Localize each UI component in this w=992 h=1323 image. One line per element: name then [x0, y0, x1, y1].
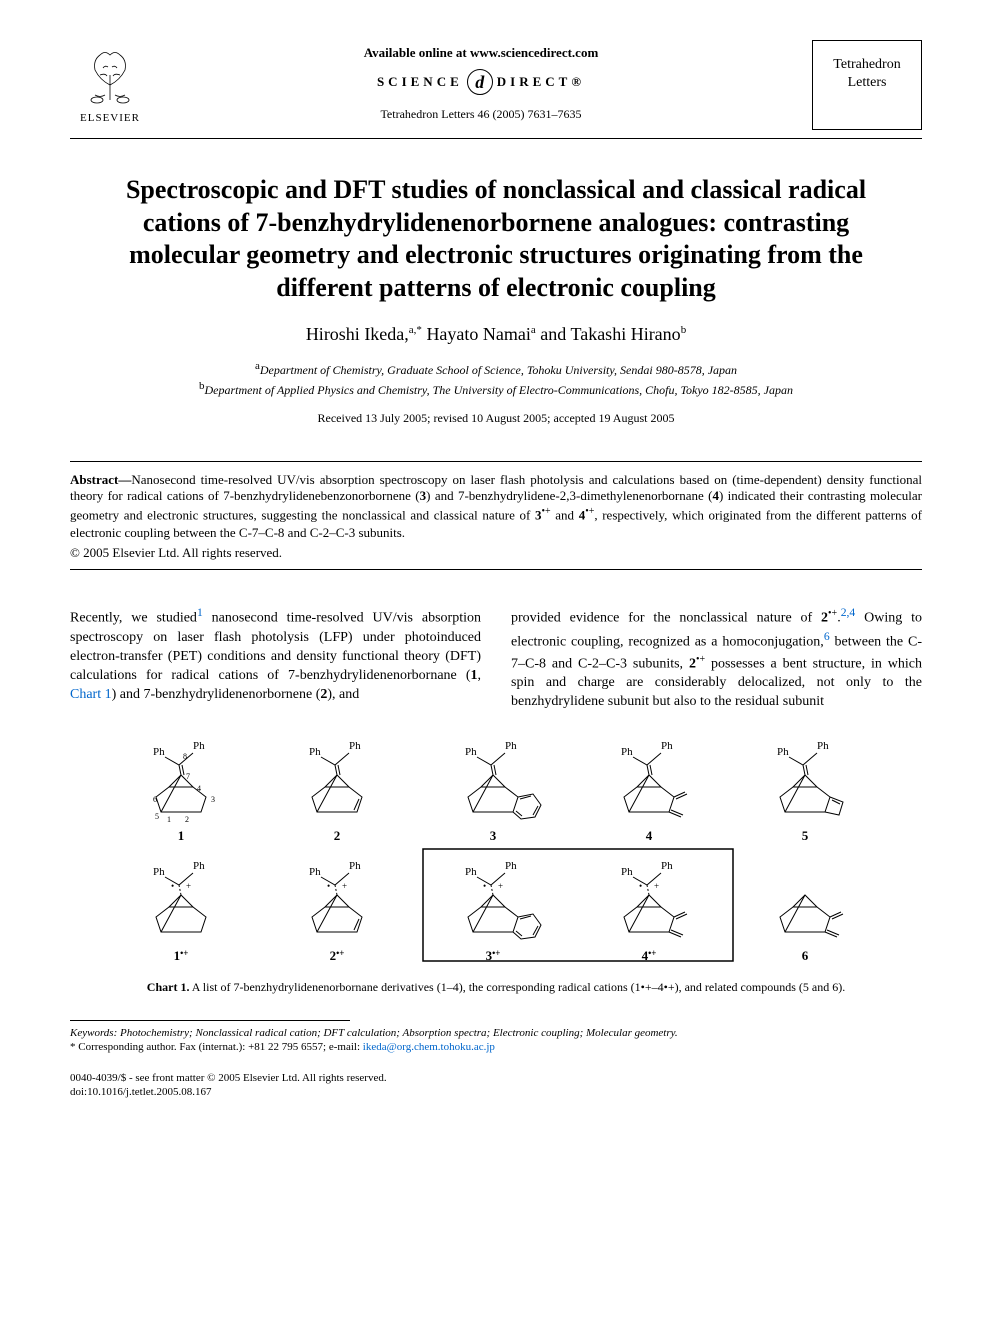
footer-info: 0040-4039/$ - see front matter © 2005 El… — [70, 1071, 922, 1100]
header-row: ELSEVIER Available online at www.science… — [70, 40, 922, 130]
svg-text:Ph: Ph — [193, 740, 205, 752]
chart-1: PhPh 876543121PhPh 2PhPh 3PhPh 4PhPh 5Ph… — [70, 727, 922, 995]
email-link[interactable]: ikeda@org.chem.tohoku.ac.jp — [363, 1041, 495, 1053]
abstract-rule-bot — [70, 569, 922, 570]
body-columns: Recently, we studied1 nanosecond time-re… — [70, 605, 922, 711]
journal-name: Tetrahedron Letters — [833, 56, 900, 92]
ref-2-4[interactable]: 2,4 — [841, 606, 856, 619]
svg-text:Ph: Ph — [153, 866, 165, 878]
abstract: Abstract—Nanosecond time-resolved UV/vis… — [70, 472, 922, 542]
sciencedirect-logo: SCIENCE d DIRECT® — [377, 69, 585, 95]
svg-text:5: 5 — [802, 828, 809, 843]
citation: Tetrahedron Letters 46 (2005) 7631–7635 — [380, 107, 581, 122]
keywords: Keywords: Photochemistry; Nonclassical r… — [70, 1027, 922, 1039]
svg-text:8: 8 — [183, 752, 187, 761]
svg-text:Ph: Ph — [661, 860, 673, 872]
svg-text:3: 3 — [490, 828, 497, 843]
svg-text:Ph: Ph — [661, 740, 673, 752]
svg-text:4: 4 — [197, 784, 201, 793]
svg-text:Ph: Ph — [817, 740, 829, 752]
abstract-label: Abstract— — [70, 472, 131, 487]
svg-text:Ph: Ph — [777, 746, 789, 758]
sd-at-icon: d — [467, 69, 493, 95]
svg-text:+: + — [342, 881, 347, 891]
chart-ref[interactable]: Chart 1 — [70, 687, 112, 702]
available-online-text: Available online at www.sciencedirect.co… — [364, 45, 599, 61]
publisher-name: ELSEVIER — [80, 112, 140, 124]
chart-1-caption: Chart 1. A list of 7-benzhydrylidenenorb… — [147, 980, 845, 995]
svg-text:7: 7 — [186, 772, 190, 781]
svg-text:•: • — [483, 881, 486, 891]
svg-text:1: 1 — [167, 815, 171, 824]
svg-text:+: + — [186, 881, 191, 891]
elsevier-logo: ELSEVIER — [70, 40, 150, 130]
svg-text:•: • — [327, 881, 330, 891]
body-col-left: Recently, we studied1 nanosecond time-re… — [70, 605, 481, 711]
sd-text-1: SCIENCE — [377, 74, 463, 90]
svg-text:Ph: Ph — [465, 746, 477, 758]
svg-text:5: 5 — [155, 812, 159, 821]
svg-text:Ph: Ph — [309, 866, 321, 878]
doi-line: doi:10.1016/j.tetlet.2005.08.167 — [70, 1085, 922, 1099]
affiliations: aDepartment of Chemistry, Graduate Schoo… — [70, 359, 922, 399]
svg-text:Ph: Ph — [505, 740, 517, 752]
header-rule — [70, 138, 922, 139]
svg-text:2: 2 — [185, 815, 189, 824]
dates: Received 13 July 2005; revised 10 August… — [70, 411, 922, 426]
svg-text:•: • — [171, 881, 174, 891]
svg-text:Ph: Ph — [349, 860, 361, 872]
svg-text:+: + — [654, 881, 659, 891]
svg-text:Ph: Ph — [309, 746, 321, 758]
svg-text:Ph: Ph — [465, 866, 477, 878]
svg-text:Ph: Ph — [505, 860, 517, 872]
svg-text:Ph: Ph — [349, 740, 361, 752]
svg-text:6: 6 — [153, 795, 157, 804]
svg-text:Ph: Ph — [193, 860, 205, 872]
svg-text:Ph: Ph — [621, 866, 633, 878]
authors: Hiroshi Ikeda,a,* Hayato Namaia and Taka… — [70, 324, 922, 345]
abstract-copyright: © 2005 Elsevier Ltd. All rights reserved… — [70, 545, 922, 561]
svg-text:4: 4 — [646, 828, 653, 843]
svg-text:3: 3 — [211, 795, 215, 804]
affiliation-b: Department of Applied Physics and Chemis… — [205, 383, 794, 397]
svg-text:Ph: Ph — [153, 746, 165, 758]
chart-1-svg: PhPh 876543121PhPh 2PhPh 3PhPh 4PhPh 5Ph… — [106, 727, 886, 972]
abstract-rule-top — [70, 461, 922, 462]
header-center: Available online at www.sciencedirect.co… — [150, 40, 812, 122]
issn-line: 0040-4039/$ - see front matter © 2005 El… — [70, 1071, 922, 1085]
svg-text:Ph: Ph — [621, 746, 633, 758]
article-title: Spectroscopic and DFT studies of nonclas… — [70, 174, 922, 304]
svg-text:2: 2 — [334, 828, 341, 843]
footer-rule — [70, 1020, 350, 1021]
elsevier-tree-icon — [75, 40, 145, 110]
journal-box: Tetrahedron Letters — [812, 40, 922, 130]
svg-text:1: 1 — [178, 828, 185, 843]
affiliation-a: Department of Chemistry, Graduate School… — [260, 363, 737, 377]
author-2: Hayato Namai — [426, 324, 530, 344]
svg-text:6: 6 — [802, 948, 809, 963]
svg-text:+: + — [498, 881, 503, 891]
body-col-right: provided evidence for the nonclassical n… — [511, 605, 922, 711]
author-3: Takashi Hirano — [570, 324, 680, 344]
author-1: Hiroshi Ikeda, — [306, 324, 409, 344]
svg-text:1•+: 1•+ — [174, 948, 189, 963]
svg-text:2•+: 2•+ — [330, 948, 345, 963]
corresponding-author: * Corresponding author. Fax (internat.):… — [70, 1041, 922, 1053]
sd-text-2: DIRECT® — [497, 74, 585, 90]
svg-text:•: • — [639, 881, 642, 891]
